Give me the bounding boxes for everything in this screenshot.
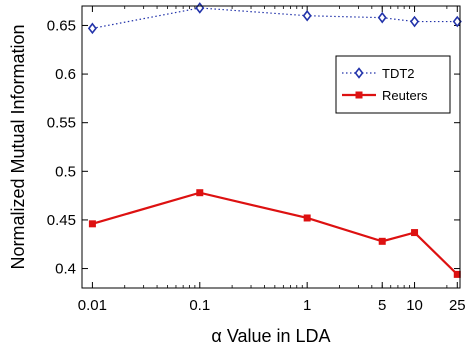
data-point-legend-reuters xyxy=(355,91,363,99)
y-axis-label: Normalized Mutual Information xyxy=(8,24,28,269)
legend-box xyxy=(335,55,451,114)
x-tick-label: 0.1 xyxy=(189,297,210,314)
y-tick-label: 0.45 xyxy=(47,212,76,229)
data-point-tdt2 xyxy=(410,15,420,28)
data-point-tdt2 xyxy=(87,22,97,35)
series-layer xyxy=(87,2,462,278)
legend: TDT2 Reuters xyxy=(335,55,451,114)
y-tick-label: 0.4 xyxy=(55,261,76,278)
x-tick-label: 0.01 xyxy=(78,297,107,314)
x-tick-label: 1 xyxy=(303,297,311,314)
data-point-reuters xyxy=(88,220,96,228)
legend-items: TDT2 Reuters xyxy=(342,66,428,103)
series-line-reuters xyxy=(92,191,459,276)
data-point-tdt2 xyxy=(377,11,387,24)
y-tick-label: 0.6 xyxy=(55,66,76,83)
data-point-reuters xyxy=(411,229,419,237)
x-axis-label-text: Value in LDA xyxy=(227,326,331,346)
legend-label-tdt2: TDT2 xyxy=(382,66,415,81)
x-tick-label: 5 xyxy=(378,297,386,314)
data-point-reuters xyxy=(378,237,386,245)
data-point-reuters xyxy=(303,214,311,222)
legend-label-reuters: Reuters xyxy=(382,88,428,103)
x-axis: 0.01 0.1 1 5 10 25 xyxy=(78,6,466,314)
plot-frame xyxy=(81,5,461,289)
data-point-legend-tdt2 xyxy=(354,67,364,79)
data-point-tdt2 xyxy=(302,9,312,22)
plot-area xyxy=(82,6,460,288)
y-tick-label: 0.55 xyxy=(47,115,76,132)
y-tick-label: 0.65 xyxy=(47,17,76,34)
x-axis-label: α Value in LDA xyxy=(211,326,330,346)
x-tick-label: 25 xyxy=(449,297,466,314)
y-tick-label: 0.5 xyxy=(55,163,76,180)
data-point-reuters xyxy=(196,189,204,197)
y-axis: 0.4 0.45 0.5 0.55 0.6 0.65 xyxy=(47,17,460,278)
data-point-reuters xyxy=(453,270,461,278)
x-tick-label: 10 xyxy=(406,297,423,314)
alpha-symbol: α xyxy=(211,326,221,346)
